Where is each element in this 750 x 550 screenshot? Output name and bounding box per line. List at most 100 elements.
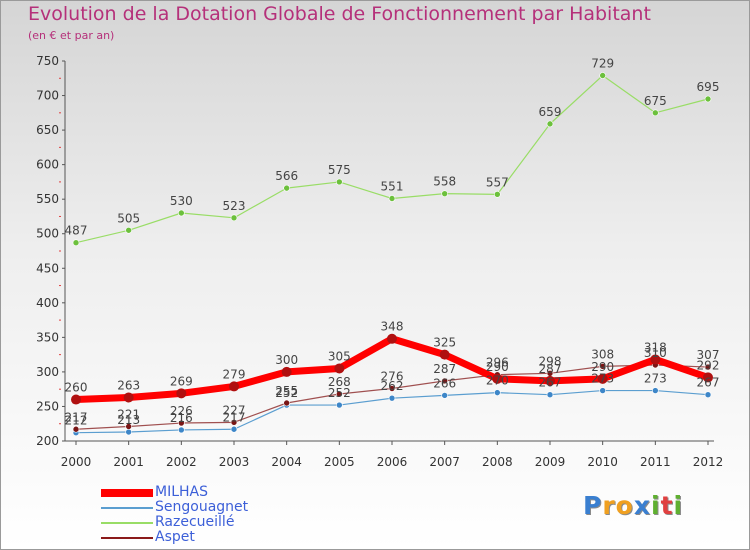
data-label-aspet-2002: 226: [170, 404, 193, 418]
y-tick-label-250: 250: [36, 399, 59, 413]
data-point-aspet-2000: [72, 425, 80, 433]
y-tick-label-350: 350: [36, 330, 59, 344]
data-point-aspet-2004: [283, 399, 290, 407]
data-labels-layer: 487 505 530 523 566 575 551 558 557 659 729 675 695 2…: [65, 57, 720, 428]
data-label-milhas-2010: 290: [591, 360, 614, 374]
data-point-sengouagnet-2001: [125, 428, 132, 436]
data-label-aspet-2012: 307: [697, 348, 720, 362]
data-point-aspet-2001: [125, 423, 132, 430]
data-label-milhas-2004: 300: [275, 353, 298, 367]
x-tick-label-2007: 2007: [429, 455, 460, 469]
data-point-aspet-2005: [336, 390, 343, 398]
legend-item-sengouagnet: Sengouagnet: [101, 499, 351, 515]
data-point-aspet-2012: [704, 363, 712, 371]
data-label-aspet-2009: 298: [539, 354, 562, 368]
data-label-sengouagnet-2007: 266: [433, 376, 456, 390]
x-tick-label-2009: 2009: [535, 455, 566, 469]
legend-label-aspet: Aspet: [155, 529, 195, 545]
data-point-aspet-2002: [178, 419, 185, 427]
x-tick-label-2011: 2011: [640, 455, 671, 469]
data-label-razecueill-2001: 505: [117, 211, 140, 225]
data-label-aspet-2010: 308: [591, 347, 614, 361]
data-label-razecueill-2012: 695: [697, 80, 720, 94]
legend-label-milhas: MILHAS: [155, 484, 208, 500]
data-label-sengouagnet-2001: 213: [117, 413, 140, 427]
x-tick-label-2001: 2001: [113, 455, 144, 469]
data-label-sengouagnet-2000: 212: [65, 414, 88, 428]
data-point-milhas-2001: [123, 392, 134, 403]
data-label-razecueill-2011: 675: [644, 94, 667, 108]
y-tick-label-400: 400: [36, 296, 59, 310]
data-label-milhas-2009: 287: [539, 362, 562, 376]
data-point-sengouagnet-2010: [599, 387, 606, 394]
chart-axes: 200 250 300 350 400 450 500 550 600 650 700 750 2000…: [36, 54, 723, 469]
data-label-razecueill-2010: 729: [591, 57, 614, 71]
data-point-sengouagnet-2003: [230, 425, 238, 433]
chart-title: Evolution de la Dotation Globale de Fonc…: [28, 3, 651, 25]
legend: MILHAS Sengouagnet Razecueillé Aspet: [101, 484, 351, 545]
x-tick-label-2000: 2000: [61, 455, 92, 469]
legend-label-razecueille: Razecueillé: [155, 514, 235, 530]
data-point-razecueill-2008: [494, 191, 501, 198]
data-label-sengouagnet-2009: 267: [539, 376, 562, 390]
y-tick-label-500: 500: [36, 227, 59, 241]
data-label-milhas-2002: 269: [170, 374, 193, 388]
data-point-milhas-2000: [71, 394, 81, 405]
data-label-aspet-2011: 310: [644, 346, 667, 360]
data-point-sengouagnet-2005: [336, 401, 343, 409]
data-point-sengouagnet-2007: [441, 392, 448, 399]
data-label-milhas-2005: 305: [328, 349, 351, 363]
y-tick-label-450: 450: [36, 261, 59, 275]
data-label-milhas-2000: 260: [65, 381, 88, 395]
x-tick-label-2003: 2003: [219, 455, 250, 469]
legend-label-sengouagnet: Sengouagnet: [155, 499, 249, 515]
legend-swatch-milhas: [101, 488, 153, 497]
data-point-sengouagnet-2006: [388, 394, 396, 402]
data-label-aspet-2005: 268: [328, 375, 351, 389]
data-label-sengouagnet-2006: 262: [381, 379, 404, 393]
data-point-razecueill-2003: [230, 214, 238, 222]
data-point-sengouagnet-2009: [546, 391, 554, 399]
data-label-aspet-2000: 217: [65, 410, 88, 424]
legend-item-razecueille: Razecueillé: [101, 514, 351, 530]
data-label-razecueill-2008: 557: [486, 175, 509, 189]
data-label-razecueill-2003: 523: [223, 199, 246, 213]
legend-item-milhas: MILHAS: [101, 484, 351, 500]
data-point-razecueill-2006: [388, 195, 396, 202]
data-point-milhas-2007: [439, 349, 450, 360]
data-point-razecueill-2005: [336, 178, 343, 186]
data-point-razecueill-2009: [546, 120, 554, 128]
data-label-aspet-2006: 276: [381, 369, 404, 383]
data-point-aspet-2006: [388, 385, 396, 392]
data-label-aspet-2003: 227: [223, 403, 246, 417]
x-tick-label-2008: 2008: [482, 455, 513, 469]
data-point-sengouagnet-2002: [178, 426, 185, 434]
proxiti-logo: Proxiti: [583, 491, 683, 520]
data-label-sengouagnet-2010: 273: [591, 372, 614, 386]
x-tick-label-2006: 2006: [377, 455, 408, 469]
data-label-razecueill-2007: 558: [433, 175, 456, 189]
y-tick-label-200: 200: [36, 434, 59, 448]
legend-swatch-razecueille: [101, 521, 153, 524]
data-point-aspet-2003: [230, 419, 238, 426]
data-point-aspet-2007: [441, 377, 448, 385]
data-label-milhas-2003: 279: [223, 367, 246, 381]
x-tick-label-2005: 2005: [324, 455, 355, 469]
data-point-milhas-2009: [545, 375, 555, 386]
data-point-milhas-2002: [176, 388, 187, 399]
logo-letter-t: t: [660, 491, 674, 520]
data-point-razecueill-2001: [125, 226, 132, 234]
data-point-razecueill-2011: [652, 109, 659, 117]
data-point-milhas-2004: [281, 366, 292, 377]
data-point-razecueill-2007: [441, 190, 448, 197]
y-tick-label-750: 750: [36, 54, 59, 68]
data-point-milhas-2005: [334, 363, 345, 374]
series-layer: [71, 72, 713, 437]
y-tick-label-700: 700: [36, 89, 59, 103]
data-label-milhas-2012: 292: [697, 358, 720, 372]
data-label-razecueill-2005: 575: [328, 163, 351, 177]
data-label-razecueill-2009: 659: [539, 105, 562, 119]
logo-letter-p: P: [583, 491, 603, 520]
logo-letter-o: o: [615, 491, 634, 520]
